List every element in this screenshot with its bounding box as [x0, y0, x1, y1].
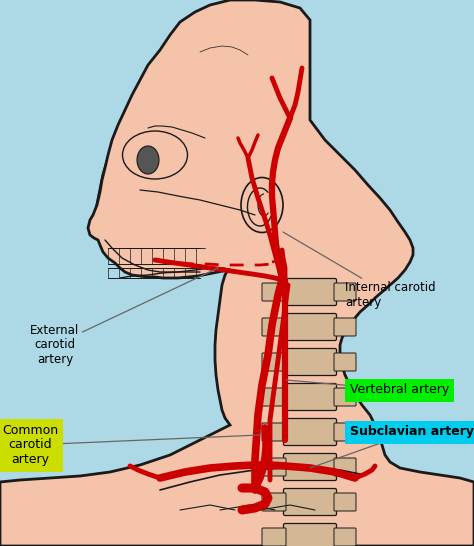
FancyBboxPatch shape [334, 458, 356, 476]
FancyBboxPatch shape [262, 388, 286, 406]
FancyBboxPatch shape [283, 524, 337, 546]
FancyBboxPatch shape [262, 493, 286, 511]
FancyBboxPatch shape [283, 348, 337, 376]
FancyBboxPatch shape [334, 318, 356, 336]
FancyBboxPatch shape [262, 283, 286, 301]
Text: External
carotid
artery: External carotid artery [30, 268, 218, 366]
FancyBboxPatch shape [283, 454, 337, 480]
FancyBboxPatch shape [334, 353, 356, 371]
Ellipse shape [241, 177, 283, 233]
Text: Subclavian artery: Subclavian artery [310, 425, 474, 468]
FancyBboxPatch shape [334, 423, 356, 441]
FancyBboxPatch shape [262, 528, 286, 546]
Ellipse shape [137, 146, 159, 174]
Text: Internal carotid
artery: Internal carotid artery [283, 232, 436, 309]
FancyBboxPatch shape [283, 278, 337, 306]
FancyBboxPatch shape [262, 318, 286, 336]
FancyBboxPatch shape [334, 493, 356, 511]
FancyBboxPatch shape [283, 418, 337, 446]
FancyBboxPatch shape [334, 388, 356, 406]
Text: Vertebral artery: Vertebral artery [286, 380, 449, 396]
FancyBboxPatch shape [334, 528, 356, 546]
FancyBboxPatch shape [262, 353, 286, 371]
FancyBboxPatch shape [283, 383, 337, 411]
FancyBboxPatch shape [262, 423, 286, 441]
FancyBboxPatch shape [334, 283, 356, 301]
FancyBboxPatch shape [283, 489, 337, 515]
FancyBboxPatch shape [262, 458, 286, 476]
Text: Common
carotid
artery: Common carotid artery [2, 424, 260, 466]
FancyBboxPatch shape [283, 313, 337, 341]
